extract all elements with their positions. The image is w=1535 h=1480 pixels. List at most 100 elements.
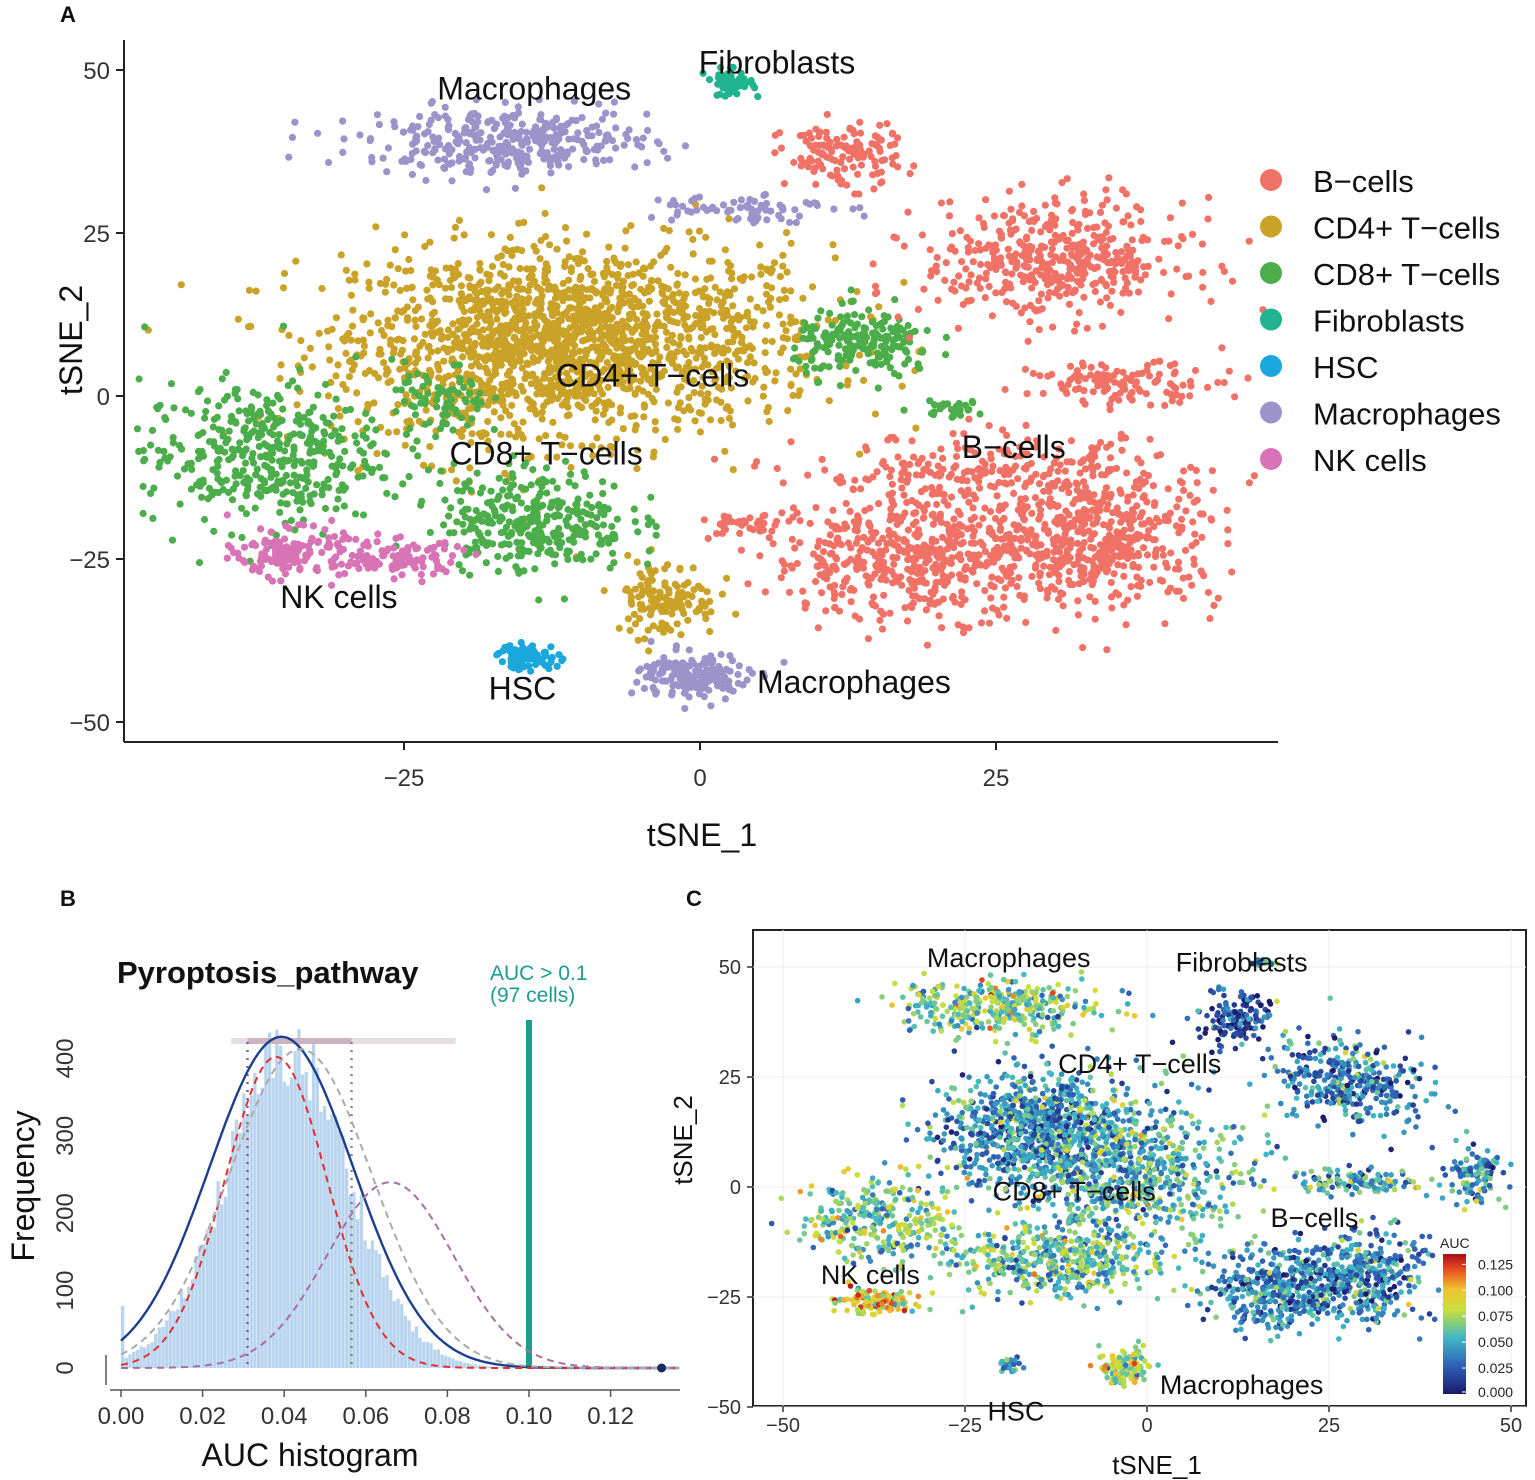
a-cell-point: [650, 448, 658, 456]
a-cell-point: [228, 496, 237, 504]
a-cell-point: [334, 495, 342, 503]
a-cell-point: [1017, 309, 1025, 317]
a-cell-point: [233, 385, 241, 394]
a-cell-point: [689, 564, 697, 572]
a-cell-point: [711, 331, 719, 339]
a-cell-point: [716, 288, 724, 296]
a-cell-point: [719, 349, 728, 357]
a-cell-point: [799, 294, 807, 302]
a-cell-point: [542, 264, 550, 272]
a-cell-point: [236, 439, 244, 447]
a-cell-point: [950, 464, 958, 472]
a-cell-point: [888, 567, 896, 575]
a-cell-point: [1089, 577, 1097, 585]
a-cell-point: [892, 152, 900, 160]
a-cell-point: [1181, 546, 1190, 555]
a-cell-point: [840, 133, 848, 141]
a-cell-point: [328, 452, 336, 460]
a-cell-point: [1105, 267, 1113, 276]
a-cell-point: [842, 351, 850, 359]
a-cell-point: [898, 581, 906, 589]
a-cell-point: [1204, 588, 1212, 597]
a-cell-point: [994, 575, 1002, 583]
a-cell-point: [1068, 207, 1076, 215]
a-cell-point: [643, 586, 651, 594]
a-cell-point: [1032, 532, 1040, 540]
a-cell-point: [902, 347, 910, 355]
a-cell-point: [566, 304, 574, 312]
a-cell-point: [787, 287, 795, 295]
a-cell-point: [1108, 395, 1116, 403]
a-cell-point: [940, 497, 948, 505]
a-cell-point: [336, 412, 344, 420]
a-cell-point: [526, 281, 534, 289]
a-cell-point: [956, 510, 964, 519]
a-cell-point: [835, 325, 843, 333]
a-cell-point: [889, 553, 897, 562]
a-cell-point: [1081, 494, 1089, 502]
a-cell-point: [633, 558, 641, 566]
a-cell-point: [671, 580, 679, 588]
a-cell-point: [873, 140, 881, 148]
a-cell-point: [412, 322, 420, 331]
a-cell-point: [581, 533, 590, 541]
a-cell-point: [888, 497, 896, 506]
a-cell-point: [990, 212, 999, 220]
a-cell-point: [765, 417, 773, 426]
a-cell-point: [894, 163, 902, 171]
a-cell-point: [971, 495, 980, 503]
a-cell-point: [860, 376, 868, 384]
a-cell-point: [437, 335, 446, 343]
a-cell-point: [279, 478, 287, 486]
a-cell-point: [601, 309, 609, 318]
a-cell-point: [875, 303, 883, 311]
a-cell-point: [1087, 263, 1095, 271]
a-cell-point: [446, 276, 455, 284]
a-cell-point: [819, 557, 827, 566]
a-cell-point: [975, 521, 983, 529]
a-cell-point: [887, 505, 895, 513]
a-cell-point: [435, 366, 443, 374]
a-cell-point: [345, 276, 353, 284]
a-cell-point: [1088, 569, 1096, 578]
a-cell-point: [1093, 263, 1101, 271]
a-cell-point: [359, 314, 367, 322]
a-cell-point: [759, 512, 767, 520]
a-cell-point: [1190, 555, 1198, 563]
a-cell-point: [791, 544, 799, 552]
a-cell-point: [1143, 551, 1152, 559]
a-cell-point: [464, 505, 472, 513]
a-cell-point: [976, 472, 984, 480]
a-cell-point: [1074, 597, 1082, 605]
a-cell-point: [440, 521, 448, 529]
a-cell-point: [1026, 276, 1034, 284]
a-cell-point: [920, 466, 928, 474]
a-cell-point: [1048, 370, 1056, 378]
a-cell-point: [689, 235, 697, 244]
a-cell-point: [1057, 380, 1065, 388]
a-cell-point: [1064, 236, 1072, 244]
a-cell-point: [349, 306, 357, 314]
a-cell-point: [928, 484, 936, 492]
a-cell-point: [736, 529, 744, 538]
a-cell-point: [928, 267, 936, 275]
a-cell-point: [779, 251, 787, 259]
a-cell-point: [565, 253, 573, 261]
a-cell-point: [783, 268, 791, 276]
a-cell-point: [721, 447, 729, 455]
a-cell-point: [403, 316, 412, 324]
a-cell-point: [809, 348, 817, 356]
a-cell-point: [785, 588, 794, 596]
a-cell-point: [806, 335, 814, 343]
a-cell-point: [494, 283, 502, 291]
a-cell-point: [352, 353, 360, 361]
a-cell-point: [359, 511, 368, 519]
a-cell-point: [383, 489, 391, 497]
a-cell-point: [1161, 237, 1169, 246]
a-cell-point: [879, 610, 888, 618]
a-cell-point: [658, 608, 666, 616]
a-cell-point: [1021, 495, 1030, 503]
a-cell-point: [387, 336, 395, 344]
a-cell-point: [947, 470, 955, 479]
a-cell-point: [720, 523, 728, 531]
